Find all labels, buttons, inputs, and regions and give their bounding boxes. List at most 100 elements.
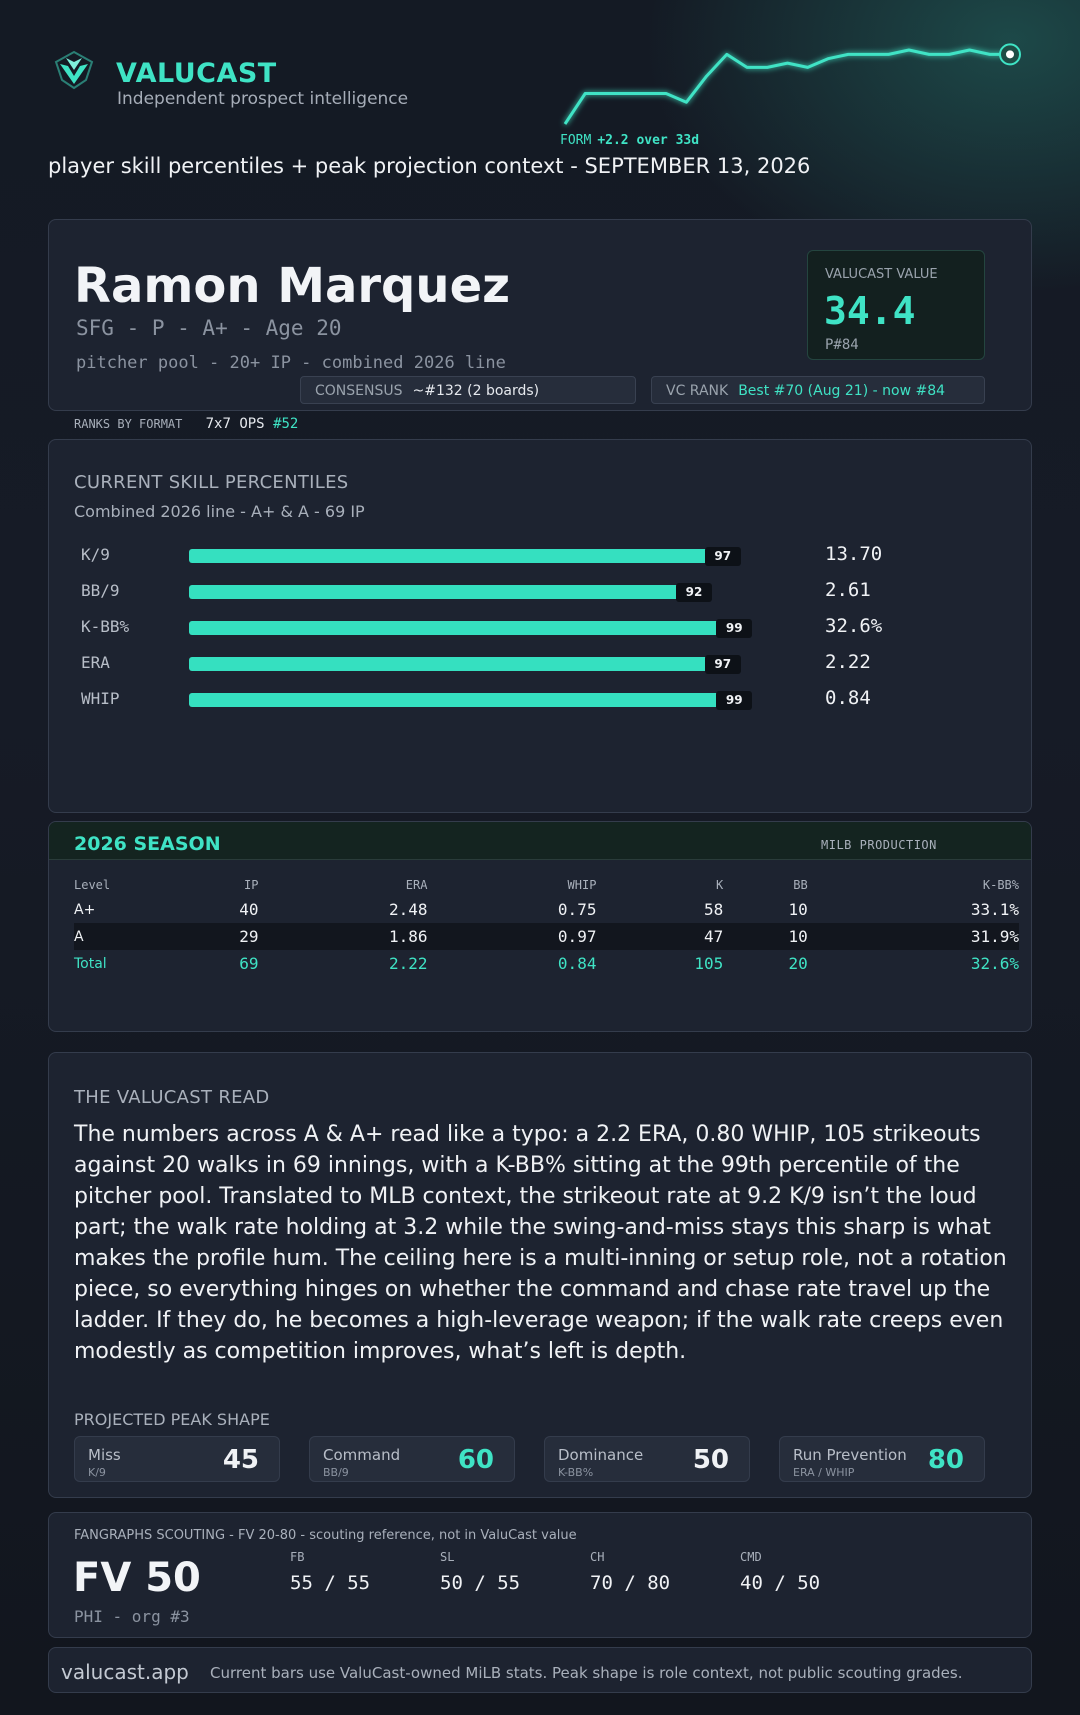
percentile-row: BB/9 92 2.61 [81,579,1021,603]
season-cell: 1.86 [258,923,428,950]
season-header: 2026 SEASON MILB PRODUCTION [49,822,1031,860]
read-text: The numbers across A & A+ read like a ty… [74,1122,1007,1364]
percentile-label: K/9 [81,545,110,564]
pitch-grade: SL 50 / 55 [440,1550,520,1594]
player-card: Ramon Marquez SFG - P - A+ - Age 20 pitc… [48,219,1032,411]
pitch-label: SL [440,1550,455,1564]
pitch-label: FB [290,1550,305,1564]
pitch-value: 50 / 55 [440,1572,521,1594]
percentile-row: K/9 97 13.70 [81,543,1021,567]
consensus-value: ~#132 (2 boards) [412,383,540,399]
peak-name: Command [323,1446,401,1464]
value-label: VALUCAST VALUE [825,267,938,282]
season-table-body: A+ 40 2.48 0.75 58 10 33.1% A 29 1.86 0.97 47 10 31.9… [74,896,1019,977]
peak-grade: 80 [927,1445,964,1475]
percentile-raw-value: 0.84 [825,687,871,709]
season-tag: MILB PRODUCTION [821,838,937,852]
percentile-row: WHIP 99 0.84 [81,687,1021,711]
season-card: 2026 SEASON MILB PRODUCTION Level IP ERA WH… [48,821,1032,1032]
percentile-badge: 97 [704,655,741,674]
skills-title: CURRENT SKILL PERCENTILES [74,472,349,493]
season-cell: A+ [74,901,96,918]
peak-tile: Run Prevention ERA / WHIP 80 [779,1436,985,1482]
season-cell: 69 [239,954,259,973]
season-cell: 31.9% [807,923,1019,950]
percentile-track: 97 [189,655,764,674]
season-row: A+ 40 2.48 0.75 58 10 33.1% [74,896,1019,923]
form-label-text: FORM [560,133,592,148]
player-pool: pitcher pool - 20+ IP - combined 2026 li… [76,353,506,373]
value-number: 34.4 [824,289,916,333]
skill-percentiles-card: CURRENT SKILL PERCENTILES Combined 2026 … [48,439,1032,813]
scouting-header: FANGRAPHS SCOUTING - FV 20-80 - scouting… [74,1528,577,1543]
season-cell: 0.84 [557,954,597,973]
season-cell: 29 [174,923,259,950]
season-title: 2026 SEASON [74,833,221,855]
pitch-label: CMD [740,1550,762,1564]
value-rank: P#84 [825,337,859,353]
percentile-fill [189,585,688,599]
brand-tagline: Independent prospect intelligence [117,89,409,109]
percentile-label: WHIP [81,689,120,708]
vc-rank-value: Best #70 (Aug 21) - now #84 [738,383,946,399]
season-cell: 32.6% [970,954,1019,973]
pitch-label: CH [590,1550,605,1564]
ranks-label: RANKS BY FORMAT [74,417,183,431]
player-meta: SFG - P - A+ - Age 20 [76,316,342,340]
percentile-badge: 92 [676,583,712,602]
season-cell: 0.97 [427,923,597,950]
percentile-raw-value: 2.22 [825,651,871,673]
season-cell: 20 [788,954,808,973]
vc-rank-pill: VC RANK Best #70 (Aug 21) - now #84 [651,376,985,404]
season-cell: 10 [723,923,808,950]
consensus-label: CONSENSUS [315,383,403,399]
peak-sub: K-BB% [558,1466,594,1479]
peak-grade: 45 [222,1445,259,1475]
peak-tile: Command BB/9 60 [309,1436,515,1482]
org-rank: PHI - org #3 [74,1607,190,1626]
peak-sub: ERA / WHIP [793,1466,855,1479]
percentile-raw-value: 13.70 [825,543,883,565]
season-col-header: BB [793,878,808,892]
form-sparkline [563,43,1021,125]
percentile-raw-value: 2.61 [825,579,871,601]
peak-sub: BB/9 [323,1466,349,1479]
consensus-pill: CONSENSUS ~#132 (2 boards) [300,376,636,404]
season-cell: 40 [239,900,259,919]
season-col-header: ERA [405,878,428,892]
form-trend-endpoint-dot [1006,50,1014,59]
footer-note: Current bars use ValuCast-owned MiLB sta… [210,1664,963,1682]
site-link[interactable]: valucast.app [61,1660,189,1684]
season-table-header: Level IP ERA WHIP K BB K-BB% [74,874,1019,896]
season-cell: 47 [596,923,724,950]
format-name: 7x7 OPS [205,416,265,432]
valucast-value-box: VALUCAST VALUE 34.4 P#84 [807,250,985,360]
future-value: FV 50 [73,1555,201,1601]
valucast-logo-icon [54,50,94,90]
read-title: THE VALUCAST READ [74,1087,270,1108]
percentile-label: BB/9 [81,581,120,600]
percentile-fill [189,549,717,563]
percentile-raw-value: 32.6% [825,615,883,637]
percentile-fill [189,657,717,671]
season-cell: 33.1% [970,900,1019,919]
percentile-label: K-BB% [81,617,130,636]
form-trend-line [563,48,1010,125]
pitch-grade: CH 70 / 80 [590,1550,670,1594]
format-rank: 7x7 OPS #52 [206,416,299,432]
pitch-value: 40 / 50 [740,1572,821,1594]
skills-subtitle: Combined 2026 line - A+ & A - 69 IP [74,502,365,521]
season-cell: 2.22 [388,954,428,973]
percentile-badge: 99 [716,619,753,638]
peak-grade: 60 [457,1445,494,1475]
brand-name: VALUCAST [116,58,277,89]
percentile-fill [189,693,729,707]
percentile-track: 99 [189,619,764,638]
form-delta: +2.2 over 33d [597,133,700,148]
pitch-value: 70 / 80 [590,1572,671,1594]
peak-grade: 50 [692,1445,729,1475]
peak-sub: K/9 [88,1466,106,1479]
season-cell: 0.75 [557,900,597,919]
vc-rank-label: VC RANK [666,383,729,399]
season-cell: 105 [694,954,724,973]
